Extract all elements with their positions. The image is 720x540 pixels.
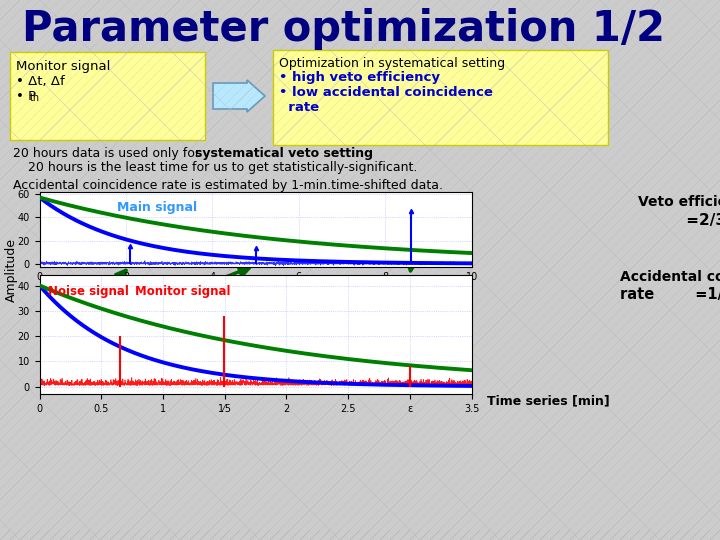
Text: Accidental coincidence rate is estimated by 1-min.time-shifted data.: Accidental coincidence rate is estimated… xyxy=(13,179,443,192)
Text: Main signal: Main signal xyxy=(117,201,197,214)
Text: 6: 6 xyxy=(296,272,302,282)
Text: • low accidental coincidence: • low accidental coincidence xyxy=(279,86,493,99)
Text: 10: 10 xyxy=(465,272,478,282)
Text: 4: 4 xyxy=(210,272,215,282)
Text: rate: rate xyxy=(279,101,319,114)
Text: .: . xyxy=(346,147,350,160)
Text: • high veto efficiency: • high veto efficiency xyxy=(279,71,440,84)
FancyArrow shape xyxy=(213,80,265,112)
Text: Parameter optimization 1/2: Parameter optimization 1/2 xyxy=(22,8,665,50)
Text: 20 hours is the least time for us to get statistically-significant.: 20 hours is the least time for us to get… xyxy=(28,161,418,174)
Text: systematical veto setting: systematical veto setting xyxy=(195,147,373,160)
Text: Optimization in systematical setting: Optimization in systematical setting xyxy=(279,57,505,70)
Bar xyxy=(10,52,205,140)
Text: Time series [min]: Time series [min] xyxy=(487,394,610,407)
Text: Noise signal: Noise signal xyxy=(48,285,129,298)
Text: Monitor signal: Monitor signal xyxy=(16,60,110,73)
Text: Monitor signal: Monitor signal xyxy=(135,285,230,298)
Text: =2/3: =2/3 xyxy=(660,213,720,228)
Text: • P: • P xyxy=(16,90,36,103)
Text: 0: 0 xyxy=(37,272,42,282)
Text: Veto efficiency: Veto efficiency xyxy=(638,195,720,209)
Text: 20 hours data is used only for: 20 hours data is used only for xyxy=(13,147,204,160)
Text: rate        =1/3: rate =1/3 xyxy=(620,287,720,302)
Text: • Δt, Δf: • Δt, Δf xyxy=(16,75,65,88)
Text: 2: 2 xyxy=(123,272,129,282)
Text: 8: 8 xyxy=(382,272,388,282)
Bar xyxy=(273,50,608,145)
Text: Accidental coincidences: Accidental coincidences xyxy=(620,270,720,284)
Text: Amplitude: Amplitude xyxy=(4,238,17,302)
Text: th: th xyxy=(30,93,40,103)
